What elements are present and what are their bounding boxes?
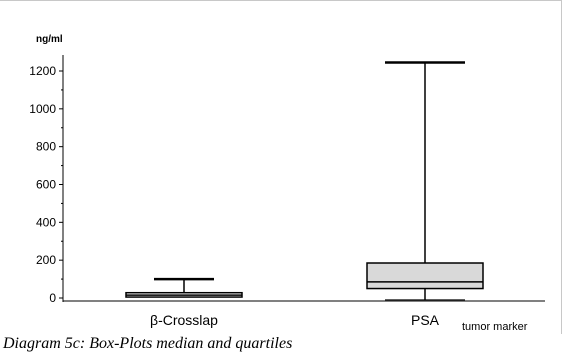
chart-frame xyxy=(0,0,562,334)
y-tick-label-1200: 1200 xyxy=(29,64,56,78)
figure-caption: Diagram 5c: Box-Plots median and quartil… xyxy=(3,335,293,352)
y-tick-label-1000: 1000 xyxy=(29,102,56,116)
y-axis-unit-label: ng/ml xyxy=(36,34,63,45)
category-label-psa: PSA xyxy=(411,312,440,328)
y-tick-label-400: 400 xyxy=(36,215,56,229)
box-plot-chart: ng/ml 0 200 400 600 800 1000 1200 β-Crosslap PS… xyxy=(29,34,545,333)
box-b-crosslap xyxy=(125,277,243,298)
box-psa xyxy=(366,61,484,301)
y-tick-label-0: 0 xyxy=(49,291,56,305)
interquartile-box xyxy=(366,262,484,290)
x-axis-label: tumor marker xyxy=(462,321,528,333)
category-label-b-crosslap: β-Crosslap xyxy=(150,312,218,328)
y-tick-label-600: 600 xyxy=(36,178,56,192)
y-tick-label-800: 800 xyxy=(36,140,56,154)
y-tick-label-200: 200 xyxy=(36,253,56,267)
